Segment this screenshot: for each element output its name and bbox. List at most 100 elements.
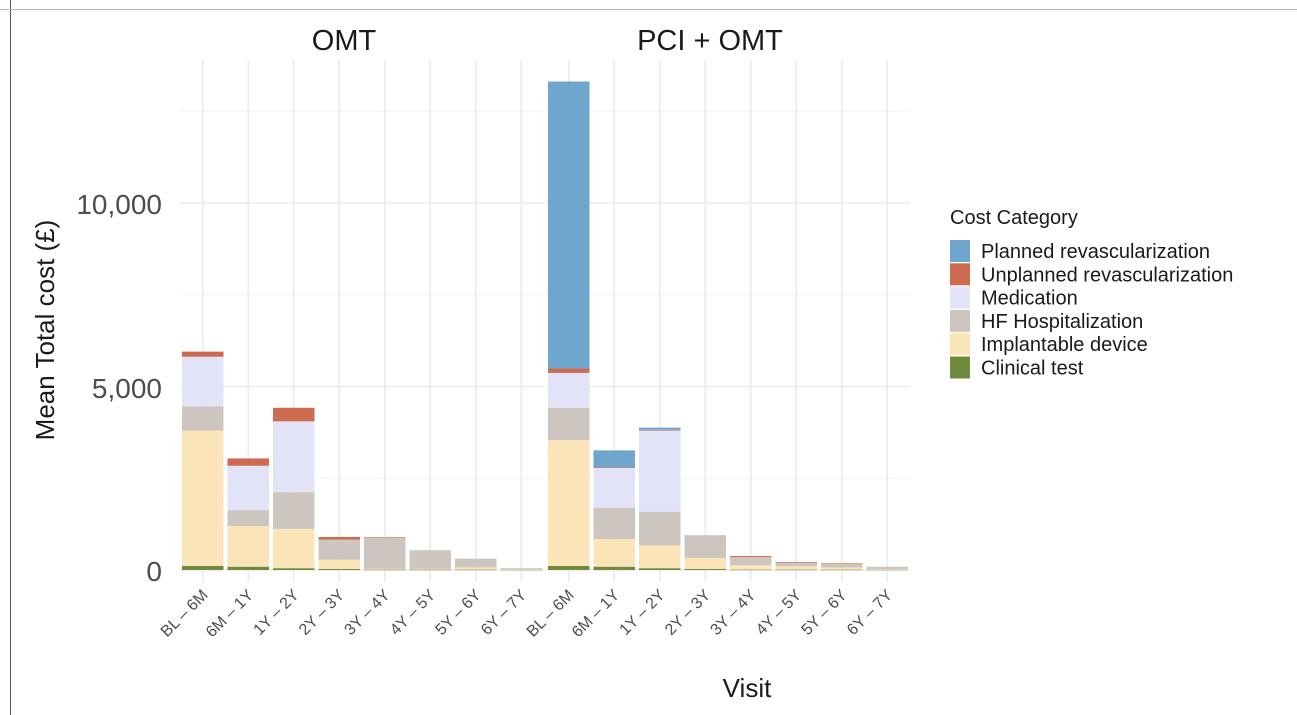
bar-segment-omt-hf-hospitalization-6 [455, 558, 497, 568]
bar-segment-omt-medication-2 [273, 421, 315, 493]
bar-segment-pci-omt-medication-2 [639, 430, 681, 512]
bar-segment-omt-unplanned-revascularization-1 [227, 458, 269, 466]
bar-segment-pci-omt-unplanned-revascularization-5 [775, 561, 817, 563]
bar-segment-pci-omt-clinical-test-3 [684, 568, 726, 570]
bar-segment-pci-omt-clinical-test-0 [548, 565, 590, 570]
legend-label-unplanned-revascularization: Unplanned revascularization [981, 264, 1233, 286]
legend-key-implantable-device [950, 333, 970, 356]
y-tick-label-5000: 5,000 [92, 373, 162, 404]
bar-segment-pci-omt-unplanned-revascularization-1 [593, 467, 635, 468]
bar-segment-omt-unplanned-revascularization-0 [182, 351, 224, 357]
bar-segment-omt-hf-hospitalization-2 [273, 492, 315, 529]
y-tick-label-10000: 10,000 [76, 189, 162, 220]
bar-segment-pci-omt-planned-revascularization-1 [593, 450, 635, 468]
x-tick-label-omt-5: 4Y – 5Y [387, 587, 439, 639]
bar-segment-omt-clinical-test-4 [364, 569, 406, 571]
x-tick-label-omt-1: 6M – 1Y [203, 587, 257, 641]
legend-key-planned-revascularization [950, 240, 970, 262]
legend-key-medication [950, 286, 970, 309]
facet-label-pci-omt: PCI + OMT [637, 25, 783, 57]
bar-segment-pci-omt-hf-hospitalization-0 [548, 407, 590, 441]
legend-key-clinical-test [950, 356, 970, 379]
bar-segment-omt-clinical-test-2 [273, 568, 315, 570]
grid-layer [180, 60, 910, 582]
x-tick-label-pci-omt-7: 6Y – 7Y [844, 587, 896, 639]
legend-title: Cost Category [950, 207, 1078, 229]
x-axis-title: Visit [723, 673, 772, 703]
legend-label-implantable-device: Implantable device [981, 334, 1148, 356]
y-axis-title: Mean Total cost (£) [30, 220, 60, 441]
bar-segment-omt-implantable-device-2 [273, 528, 315, 569]
bar-segment-pci-omt-unplanned-revascularization-4 [730, 556, 772, 558]
bar-segment-pci-omt-hf-hospitalization-6 [821, 563, 863, 568]
bar-segment-pci-omt-implantable-device-1 [593, 539, 635, 567]
x-tick-label-pci-omt-0: BL – 6M [524, 587, 578, 641]
bar-segment-omt-implantable-device-0 [182, 430, 224, 566]
bar-segment-omt-unplanned-revascularization-2 [273, 407, 315, 422]
bar-segment-pci-omt-unplanned-revascularization-0 [548, 368, 590, 373]
bar-segment-omt-clinical-test-7 [500, 569, 542, 571]
bar-segment-omt-implantable-device-7 [500, 569, 542, 570]
bar-segment-pci-omt-hf-hospitalization-4 [730, 557, 772, 566]
bar-segment-pci-omt-clinical-test-2 [639, 568, 681, 570]
bar-segment-omt-implantable-device-6 [455, 567, 497, 570]
bar-segment-omt-implantable-device-5 [409, 568, 451, 570]
bar-segment-pci-omt-clinical-test-4 [730, 569, 772, 571]
bar-segment-pci-omt-unplanned-revascularization-2 [639, 429, 681, 431]
bar-segment-omt-implantable-device-4 [364, 568, 406, 570]
bar-segment-omt-medication-1 [227, 465, 269, 511]
bar-segment-pci-omt-hf-hospitalization-2 [639, 511, 681, 546]
x-tick-label-pci-omt-1: 6M – 1Y [569, 587, 623, 641]
bar-segment-pci-omt-implantable-device-3 [684, 557, 726, 569]
bar-segment-pci-omt-planned-revascularization-0 [548, 81, 590, 369]
bar-segment-omt-hf-hospitalization-7 [500, 568, 542, 570]
bar-segment-omt-medication-0 [182, 356, 224, 407]
x-tick-label-omt-7: 6Y – 7Y [478, 587, 530, 639]
bar-segment-pci-omt-implantable-device-0 [548, 440, 590, 566]
legend-label-clinical-test: Clinical test [981, 358, 1084, 380]
x-tick-label-omt-3: 2Y – 3Y [296, 587, 348, 639]
bar-segment-pci-omt-planned-revascularization-2 [639, 427, 681, 430]
bar-segment-omt-clinical-test-5 [409, 569, 451, 571]
bar-segment-pci-omt-clinical-test-1 [593, 566, 635, 570]
legend-label-hf-hospitalization: HF Hospitalization [981, 311, 1143, 333]
x-tick-label-pci-omt-5: 4Y – 5Y [753, 587, 805, 639]
frame-border-left [10, 0, 11, 715]
legend: Cost Category Planned revascularizationU… [950, 207, 1233, 380]
x-tick-label-pci-omt-3: 2Y – 3Y [662, 587, 714, 639]
bar-segment-omt-clinical-test-1 [227, 566, 269, 570]
bar-layer [182, 81, 908, 571]
bar-segment-omt-hf-hospitalization-3 [318, 539, 360, 560]
bar-segment-omt-clinical-test-0 [182, 565, 224, 570]
bar-segment-pci-omt-medication-1 [593, 467, 635, 508]
x-tick-label-omt-6: 5Y – 6Y [433, 587, 485, 639]
frame-border-top [0, 9, 1297, 10]
legend-key-unplanned-revascularization [950, 263, 970, 286]
bar-segment-pci-omt-implantable-device-5 [775, 566, 817, 570]
y-tick-label-0: 0 [146, 556, 162, 587]
facet-labels: OMT PCI + OMT [312, 25, 783, 57]
x-tick-label-omt-4: 3Y – 4Y [342, 587, 394, 639]
x-tick-label-pci-omt-2: 1Y – 2Y [617, 587, 669, 639]
bar-segment-pci-omt-implantable-device-4 [730, 565, 772, 570]
bar-segment-pci-omt-hf-hospitalization-7 [866, 566, 908, 570]
bar-segment-omt-hf-hospitalization-0 [182, 406, 224, 431]
bar-segment-pci-omt-implantable-device-7 [866, 569, 908, 570]
legend-key-hf-hospitalization [950, 309, 970, 332]
bar-segment-omt-clinical-test-3 [318, 568, 360, 570]
bar-segment-omt-implantable-device-1 [227, 525, 269, 567]
bar-segment-omt-implantable-device-3 [318, 559, 360, 569]
bar-segment-omt-clinical-test-6 [455, 569, 497, 571]
bar-segment-omt-unplanned-revascularization-3 [318, 536, 360, 540]
bar-segment-pci-omt-medication-0 [548, 372, 590, 408]
bar-segment-pci-omt-hf-hospitalization-1 [593, 507, 635, 540]
bar-segment-pci-omt-hf-hospitalization-3 [684, 535, 726, 558]
bar-segment-pci-omt-clinical-test-7 [866, 569, 908, 571]
facet-label-omt: OMT [312, 25, 377, 57]
bar-segment-pci-omt-clinical-test-6 [821, 569, 863, 571]
bar-segment-pci-omt-implantable-device-6 [821, 567, 863, 570]
bar-segment-pci-omt-hf-hospitalization-5 [775, 562, 817, 567]
